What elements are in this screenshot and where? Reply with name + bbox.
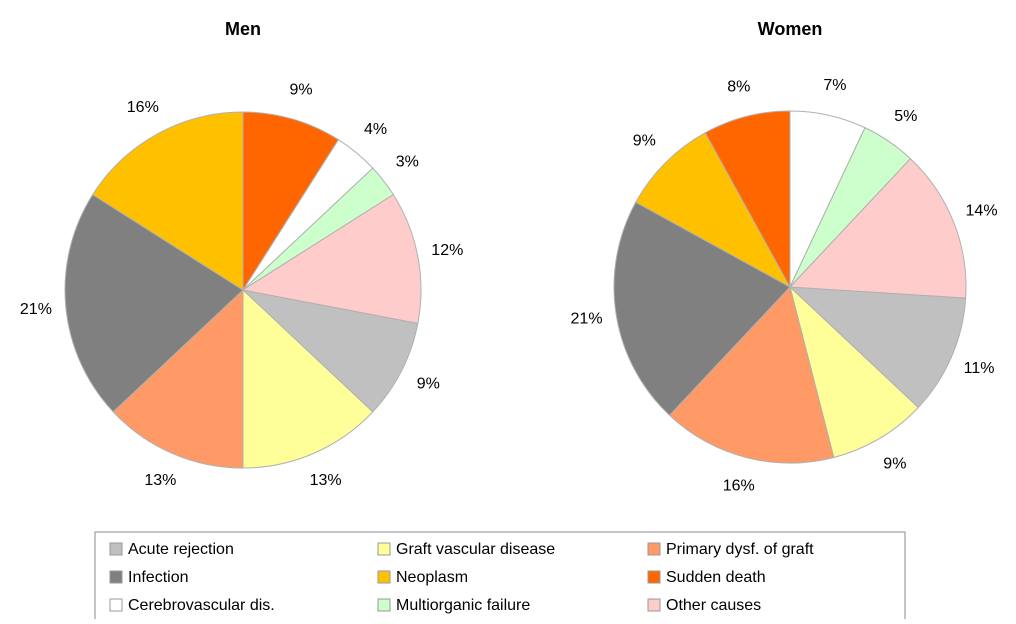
data-label: 16% [127, 99, 159, 116]
pie-slice [788, 286, 967, 409]
data-label: 13% [144, 472, 176, 489]
pie-slice [64, 193, 244, 413]
data-label: 4% [364, 121, 387, 138]
legend-label: Neoplasm [396, 569, 468, 586]
data-label: 8% [727, 79, 750, 96]
pie-slice [789, 285, 920, 459]
data-label: 7% [823, 77, 846, 94]
data-label: 3% [396, 154, 419, 171]
pie-slice [668, 285, 835, 464]
data-label: 9% [883, 456, 906, 473]
legend-swatch [377, 598, 391, 612]
pie-slice [613, 201, 791, 417]
legend-label: Multiorganic failure [396, 597, 530, 614]
legend-swatch [377, 542, 391, 556]
pie-slice [92, 111, 244, 291]
data-label: 11% [964, 360, 995, 377]
legend-swatch [647, 542, 661, 556]
legend-swatch [647, 598, 661, 612]
legend-swatch [109, 542, 123, 556]
data-label: 5% [894, 108, 917, 125]
legend-swatch [109, 570, 123, 584]
legend-swatch [647, 570, 661, 584]
pie-slice [241, 193, 422, 324]
legend-label: Cerebrovascular dis. [128, 597, 275, 614]
pie-slice [788, 157, 967, 299]
chart-title: Men [225, 19, 261, 39]
pie-slice [704, 110, 791, 288]
pie-slice [241, 289, 419, 413]
data-label: 14% [966, 202, 998, 219]
chart-title: Women [758, 19, 823, 39]
data-label: 9% [417, 376, 440, 393]
pie-slice [242, 288, 374, 469]
legend-box [94, 531, 906, 624]
legend-label: Sudden death [666, 569, 766, 586]
data-label: 16% [723, 478, 755, 495]
legend-swatch [377, 570, 391, 584]
data-label: 12% [431, 242, 463, 259]
pie-slice [242, 111, 340, 292]
data-label: 9% [289, 81, 312, 98]
pie-slice [112, 288, 244, 469]
data-label: 13% [310, 472, 342, 489]
legend-label: Infection [128, 569, 188, 586]
data-label: 9% [633, 133, 656, 150]
legend-label: Acute rejection [128, 541, 234, 558]
legend-label: Primary dysf. of graft [666, 541, 814, 558]
pie-slice [635, 132, 792, 289]
legend-label: Other causes [666, 597, 761, 614]
data-label: 21% [20, 301, 52, 318]
legend-label: Graft vascular disease [396, 541, 555, 558]
legend-swatch [109, 598, 123, 612]
data-label: 21% [571, 310, 603, 327]
